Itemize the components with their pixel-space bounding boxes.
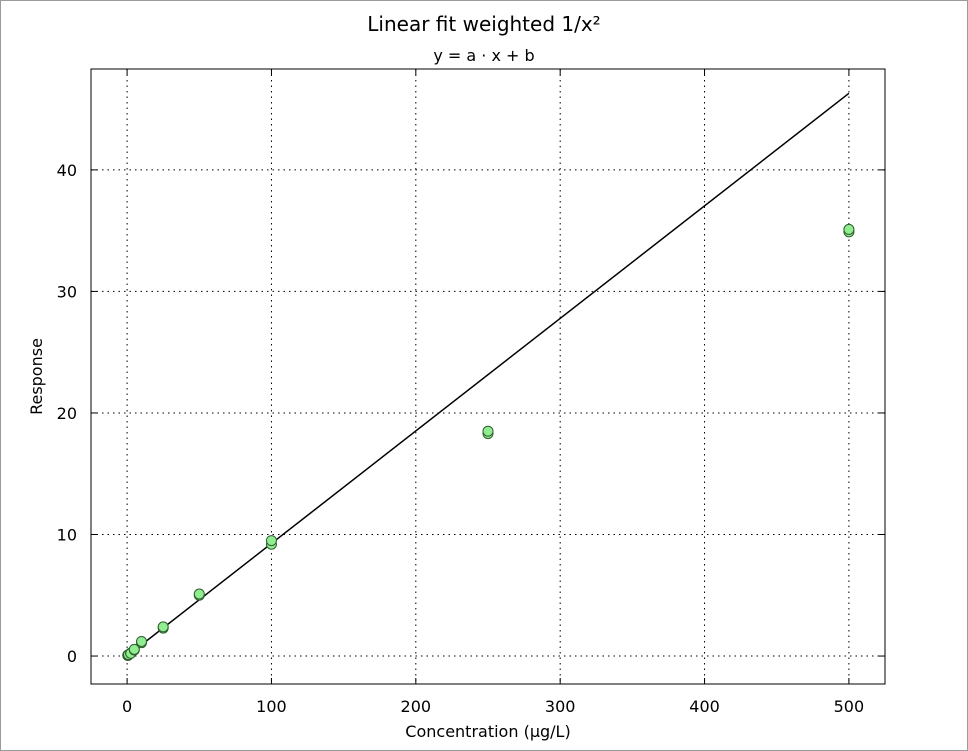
x-tick-label: 0	[122, 697, 132, 716]
x-axis-label: Concentration (µg/L)	[405, 722, 570, 741]
data-point	[265, 535, 277, 547]
y-tick-label: 0	[67, 647, 77, 666]
y-axis-label: Response	[27, 338, 46, 415]
grid-lines	[91, 69, 885, 684]
chart-title: Linear fit weighted 1/x²	[367, 12, 601, 36]
y-tick-label: 30	[57, 282, 77, 301]
data-point	[843, 223, 855, 235]
x-tick-label: 300	[545, 697, 576, 716]
x-tick-label: 400	[689, 697, 720, 716]
y-tick-label: 40	[57, 161, 77, 180]
x-tick-label: 500	[834, 697, 865, 716]
x-tick-label: 200	[401, 697, 432, 716]
data-point	[482, 425, 494, 437]
fit-line-layer	[126, 92, 850, 657]
data-point	[193, 588, 205, 600]
x-tick-label: 100	[256, 697, 287, 716]
data-points	[122, 223, 855, 661]
axis-ticks: 0 100 200 300 400 500 0 10 20 30 40	[57, 69, 885, 716]
y-tick-label: 20	[57, 404, 77, 423]
chart-subtitle: y = a · x + b	[433, 46, 535, 65]
y-tick-label: 10	[57, 526, 77, 545]
data-point	[136, 635, 148, 647]
fit-line	[126, 92, 850, 657]
data-point	[157, 621, 169, 633]
plot-area-border	[90, 68, 886, 685]
data-point	[128, 643, 140, 655]
